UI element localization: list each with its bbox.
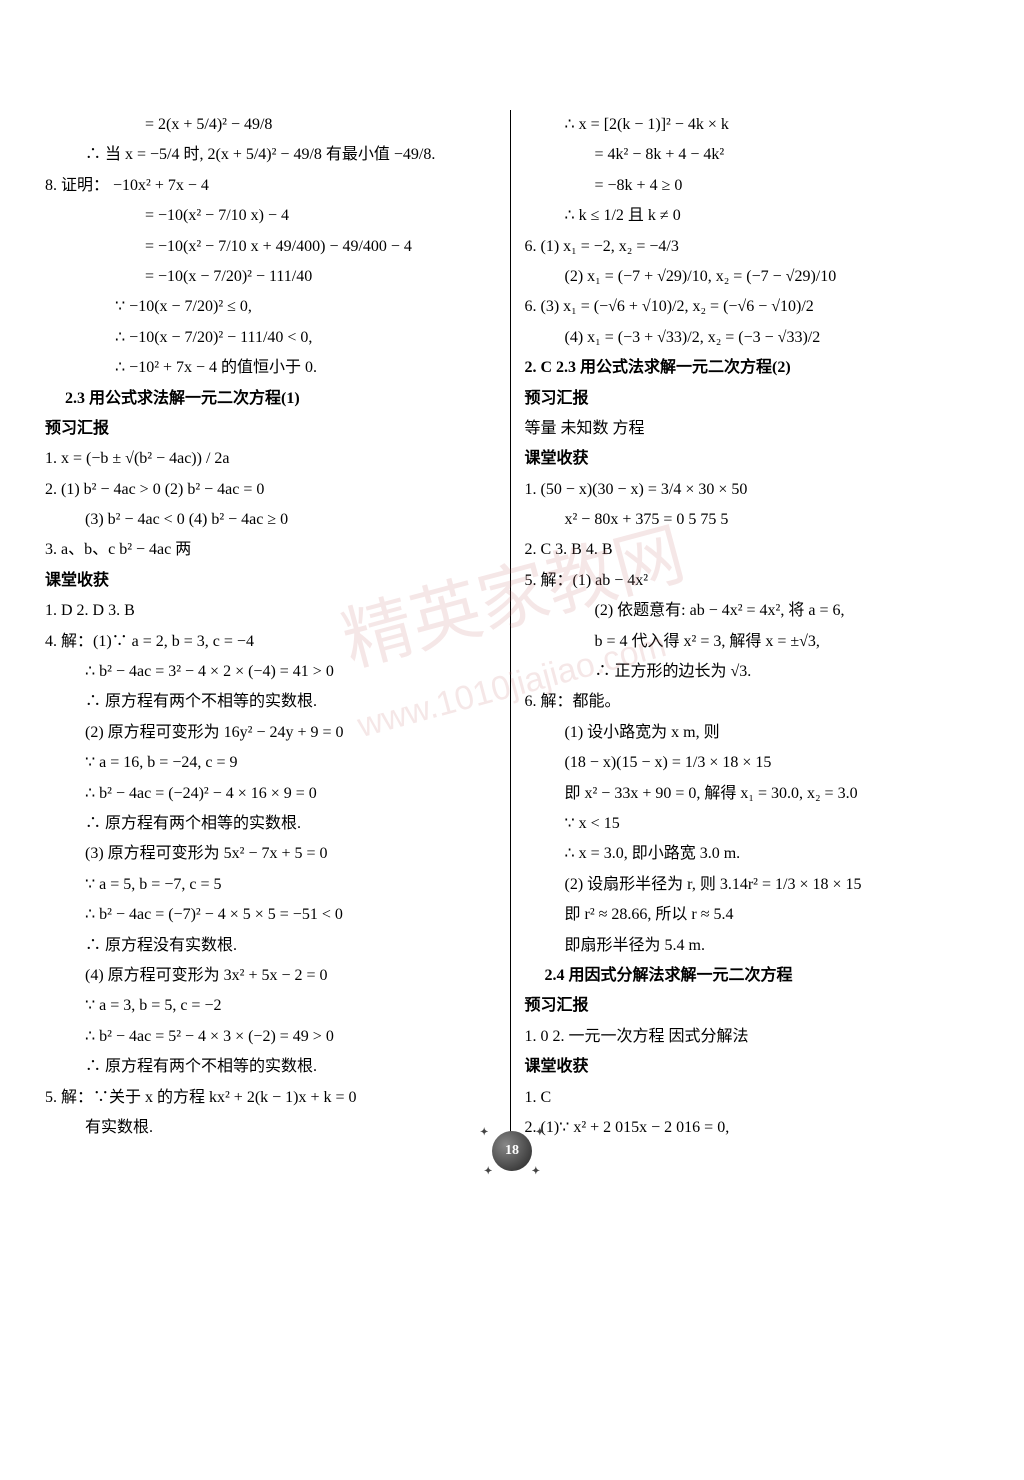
math-line: = −10(x² − 7/10 x + 49/400) − 49/400 − 4 bbox=[45, 232, 500, 262]
section-heading: 预习汇报 bbox=[525, 384, 980, 414]
math-line: (1) 设小路宽为 x m, 则 bbox=[525, 718, 980, 748]
answer-line: 等量 未知数 方程 bbox=[525, 414, 980, 444]
math-line: ∴ 原方程有两个不相等的实数根. bbox=[45, 687, 500, 717]
page-number: 18 bbox=[505, 1143, 519, 1159]
math-line: 即扇形半径为 5.4 m. bbox=[525, 931, 980, 961]
math-line: 2. (1) b² − 4ac > 0 (2) b² − 4ac = 0 bbox=[45, 475, 500, 505]
math-line: ∴ b² − 4ac = 3² − 4 × 2 × (−4) = 41 > 0 bbox=[45, 657, 500, 687]
math-line: 2. (1)∵ x² + 2 015x − 2 016 = 0, bbox=[525, 1113, 980, 1143]
section-title: 2.4 用因式分解法求解一元二次方程 bbox=[525, 961, 980, 991]
math-line: = 2(x + 5/4)² − 49/8 bbox=[45, 110, 500, 140]
math-line: 即 r² ≈ 28.66, 所以 r ≈ 5.4 bbox=[525, 900, 980, 930]
answer-line: 1. 0 2. 一元一次方程 因式分解法 bbox=[525, 1022, 980, 1052]
spark-icon: ✦ bbox=[536, 1127, 544, 1138]
spark-icon: ✦ bbox=[532, 1166, 540, 1177]
math-line: 1. (50 − x)(30 − x) = 3/4 × 30 × 50 bbox=[525, 475, 980, 505]
math-line: ∴ k ≤ 1/2 且 k ≠ 0 bbox=[525, 201, 980, 231]
math-line: 4. 解：(1)∵ a = 2, b = 3, c = −4 bbox=[45, 627, 500, 657]
answer-line: 2. C 3. B 4. B bbox=[525, 535, 980, 565]
right-column: ∴ x = [2(k − 1)]² − 4k × k = 4k² − 8k + … bbox=[511, 110, 980, 1143]
math-line: 6. 解：都能。 bbox=[525, 687, 980, 717]
spark-icon: ✦ bbox=[484, 1166, 492, 1177]
math-line: ∴ x = [2(k − 1)]² − 4k × k bbox=[525, 110, 980, 140]
math-line: 即 x² − 33x + 90 = 0, 解得 x₁ = 30.0, x₂ = … bbox=[525, 779, 980, 809]
math-line: (2) 原方程可变形为 16y² − 24y + 9 = 0 bbox=[45, 718, 500, 748]
page-number-badge: ✦ ✦ ✦ ✦ 18 bbox=[492, 1131, 532, 1171]
math-line: = 4k² − 8k + 4 − 4k² bbox=[525, 140, 980, 170]
math-line: ∵ a = 3, b = 5, c = −2 bbox=[45, 991, 500, 1021]
math-line: 5. 解：∵关于 x 的方程 kx² + 2(k − 1)x + k = 0 bbox=[45, 1083, 500, 1113]
math-line: 5. 解：(1) ab − 4x² bbox=[525, 566, 980, 596]
math-line: (4) x₁ = (−3 + √33)/2, x₂ = (−3 − √33)/2 bbox=[525, 323, 980, 353]
math-line: 3. a、b、c b² − 4ac 两 bbox=[45, 535, 500, 565]
math-line: x² − 80x + 375 = 0 5 75 5 bbox=[525, 505, 980, 535]
math-line: ∴ b² − 4ac = (−7)² − 4 × 5 × 5 = −51 < 0 bbox=[45, 900, 500, 930]
math-line: ∴ b² − 4ac = (−24)² − 4 × 16 × 9 = 0 bbox=[45, 779, 500, 809]
math-line: (2) 依题意有: ab − 4x² = 4x², 将 a = 6, bbox=[525, 596, 980, 626]
page: 精英家教网 www.1010jiajiao.com = 2(x + 5/4)² … bbox=[0, 0, 1024, 1183]
math-line: = −8k + 4 ≥ 0 bbox=[525, 171, 980, 201]
math-line: 有实数根. bbox=[45, 1113, 500, 1143]
math-line: ∵ a = 16, b = −24, c = 9 bbox=[45, 748, 500, 778]
math-line: 8. 证明： −10x² + 7x − 4 bbox=[45, 171, 500, 201]
math-line: ∴ 正方形的边长为 √3. bbox=[525, 657, 980, 687]
math-line: 6. (3) x₁ = (−√6 + √10)/2, x₂ = (−√6 − √… bbox=[525, 292, 980, 322]
math-line: ∴ 原方程没有实数根. bbox=[45, 931, 500, 961]
section-heading: 课堂收获 bbox=[45, 566, 500, 596]
math-line: ∴ −10² + 7x − 4 的值恒小于 0. bbox=[45, 353, 500, 383]
math-line: ∴ −10(x − 7/20)² − 111/40 < 0, bbox=[45, 323, 500, 353]
section-title: 2. C 2.3 用公式法求解一元二次方程(2) bbox=[525, 353, 980, 383]
math-line: ∵ −10(x − 7/20)² ≤ 0, bbox=[45, 292, 500, 322]
math-line: = −10(x − 7/20)² − 111/40 bbox=[45, 262, 500, 292]
math-line: ∴ 原方程有两个不相等的实数根. bbox=[45, 1052, 500, 1082]
section-title: 2.3 用公式求法解一元二次方程(1) bbox=[45, 384, 500, 414]
math-line: ∴ x = 3.0, 即小路宽 3.0 m. bbox=[525, 839, 980, 869]
left-column: = 2(x + 5/4)² − 49/8 ∴ 当 x = −5/4 时, 2(x… bbox=[45, 110, 511, 1143]
section-heading: 预习汇报 bbox=[45, 414, 500, 444]
math-line: ∴ 原方程有两个相等的实数根. bbox=[45, 809, 500, 839]
section-heading: 预习汇报 bbox=[525, 991, 980, 1021]
answer-line: 1. C bbox=[525, 1083, 980, 1113]
spark-icon: ✦ bbox=[480, 1127, 488, 1138]
math-line: (3) b² − 4ac < 0 (4) b² − 4ac ≥ 0 bbox=[45, 505, 500, 535]
math-line: (4) 原方程可变形为 3x² + 5x − 2 = 0 bbox=[45, 961, 500, 991]
math-line: (3) 原方程可变形为 5x² − 7x + 5 = 0 bbox=[45, 839, 500, 869]
math-line: ∵ a = 5, b = −7, c = 5 bbox=[45, 870, 500, 900]
math-line: = −10(x² − 7/10 x) − 4 bbox=[45, 201, 500, 231]
math-line: 6. (1) x₁ = −2, x₂ = −4/3 bbox=[525, 232, 980, 262]
math-line: (2) x₁ = (−7 + √29)/10, x₂ = (−7 − √29)/… bbox=[525, 262, 980, 292]
section-heading: 课堂收获 bbox=[525, 1052, 980, 1082]
math-line: ∵ x < 15 bbox=[525, 809, 980, 839]
math-line: (2) 设扇形半径为 r, 则 3.14r² = 1/3 × 18 × 15 bbox=[525, 870, 980, 900]
section-heading: 课堂收获 bbox=[525, 444, 980, 474]
answer-line: 1. D 2. D 3. B bbox=[45, 596, 500, 626]
math-line: b = 4 代入得 x² = 3, 解得 x = ±√3, bbox=[525, 627, 980, 657]
math-line: (18 − x)(15 − x) = 1/3 × 18 × 15 bbox=[525, 748, 980, 778]
math-line: ∴ 当 x = −5/4 时, 2(x + 5/4)² − 49/8 有最小值 … bbox=[45, 140, 500, 170]
math-line: 1. x = (−b ± √(b² − 4ac)) / 2a bbox=[45, 444, 500, 474]
math-line: ∴ b² − 4ac = 5² − 4 × 3 × (−2) = 49 > 0 bbox=[45, 1022, 500, 1052]
